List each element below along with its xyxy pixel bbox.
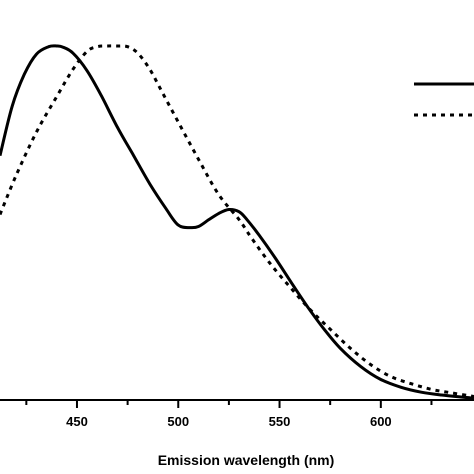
x-axis-label: Emission wavelength (nm) [158,452,335,468]
x-tick-layer: 450 500 550 600 [25,400,433,429]
x-tick-label: 550 [269,414,291,429]
series-line-dotted [0,44,474,398]
legend [414,82,474,117]
x-tick-label: 600 [370,414,392,429]
x-tick-label: 450 [66,414,88,429]
series-line-solid [0,44,474,400]
x-tick-label: 500 [167,414,189,429]
series-layer [0,44,474,400]
